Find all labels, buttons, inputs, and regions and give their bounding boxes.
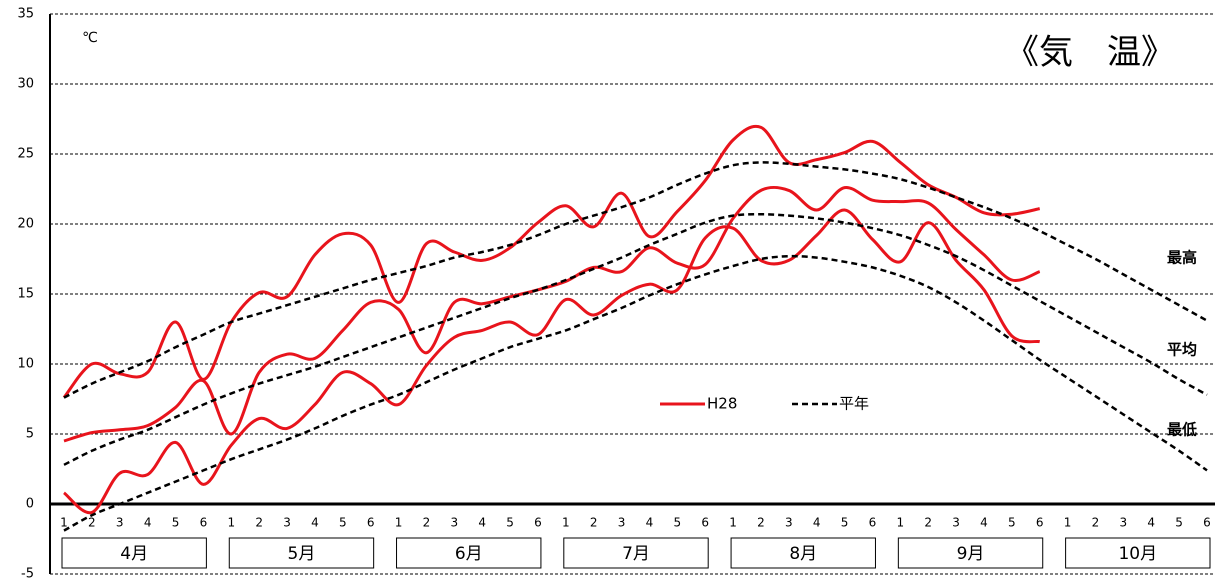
x-tick-label: 1 (395, 516, 403, 530)
x-tick-label: 5 (1175, 516, 1183, 530)
y-tick-label: 25 (17, 147, 34, 162)
x-tick-label: 2 (1092, 516, 1100, 530)
series-line (63, 208, 1041, 515)
line-label: 平均 (1167, 341, 1197, 359)
month-label: 6月 (455, 544, 483, 564)
y-tick-label: 15 (17, 287, 34, 302)
legend-label: H28 (707, 395, 737, 413)
x-tick-label: 1 (60, 516, 68, 530)
x-tick-label: 3 (450, 516, 458, 530)
y-tick-label: -5 (21, 567, 34, 581)
x-tick-label: 6 (1203, 516, 1211, 530)
x-tick-label: 6 (1036, 516, 1044, 530)
x-tick-label: 1 (1064, 516, 1072, 530)
x-tick-label: 3 (785, 516, 793, 530)
month-box (897, 537, 1044, 569)
series-line (62, 125, 1041, 399)
x-tick-label: 4 (144, 516, 152, 530)
x-tick-label: 5 (1008, 516, 1016, 530)
x-tick-label: 1 (729, 516, 737, 530)
month-box (1065, 537, 1211, 569)
x-tick-label: 5 (506, 516, 514, 530)
x-tick-label: 3 (116, 516, 124, 530)
unit-label: ℃ (82, 30, 98, 46)
month-box (730, 537, 876, 569)
month-box (563, 537, 709, 569)
x-tick-label: 1 (227, 516, 235, 530)
x-tick-label: 5 (673, 516, 681, 530)
x-tick-label: 6 (701, 516, 709, 530)
x-tick-label: 4 (980, 516, 988, 530)
x-tick-label: 4 (311, 516, 319, 530)
y-tick-label: 5 (26, 427, 34, 442)
line-label: 最低 (1167, 421, 1197, 439)
y-tick-label: 35 (17, 7, 34, 22)
series-line (63, 161, 1208, 399)
month-label: 5月 (288, 544, 316, 564)
x-tick-label: 3 (283, 516, 291, 530)
series-line (63, 212, 1208, 466)
x-tick-label: 3 (952, 516, 960, 530)
x-tick-label: 6 (869, 516, 877, 530)
x-tick-label: 1 (897, 516, 905, 530)
y-tick-label: 30 (17, 77, 34, 92)
x-tick-label: 4 (1147, 516, 1155, 530)
month-box (228, 537, 375, 569)
series-line (63, 254, 1208, 532)
month-box (61, 537, 207, 569)
month-label: 9月 (957, 544, 985, 564)
x-tick-label: 4 (478, 516, 486, 530)
line-label: 最高 (1167, 249, 1197, 267)
chart-title: 《気 温》 (1005, 33, 1175, 73)
x-tick-label: 1 (562, 516, 570, 530)
month-box (396, 537, 542, 569)
x-tick-label: 6 (534, 516, 542, 530)
month-label: 8月 (789, 544, 817, 564)
y-tick-label: 20 (17, 217, 34, 232)
x-tick-label: 4 (813, 516, 821, 530)
month-label: 10月 (1118, 544, 1157, 564)
x-tick-label: 5 (339, 516, 347, 530)
legend-label: 平年 (839, 395, 869, 413)
x-tick-label: 5 (172, 516, 180, 530)
x-tick-label: 2 (88, 516, 96, 530)
month-label: 7月 (622, 544, 650, 564)
x-tick-label: 4 (646, 516, 654, 530)
x-tick-label: 6 (200, 516, 208, 530)
x-tick-label: 2 (924, 516, 932, 530)
x-tick-label: 2 (590, 516, 598, 530)
x-tick-label: 2 (255, 516, 263, 530)
y-tick-label: 10 (17, 357, 34, 372)
series-line (63, 185, 1041, 443)
month-label: 4月 (120, 544, 148, 564)
y-tick-label: 0 (26, 497, 34, 512)
x-tick-label: 2 (423, 516, 431, 530)
x-tick-label: 3 (1120, 516, 1128, 530)
x-tick-label: 5 (841, 516, 849, 530)
x-tick-label: 3 (618, 516, 626, 530)
x-tick-label: 6 (367, 516, 375, 530)
x-tick-label: 2 (757, 516, 765, 530)
